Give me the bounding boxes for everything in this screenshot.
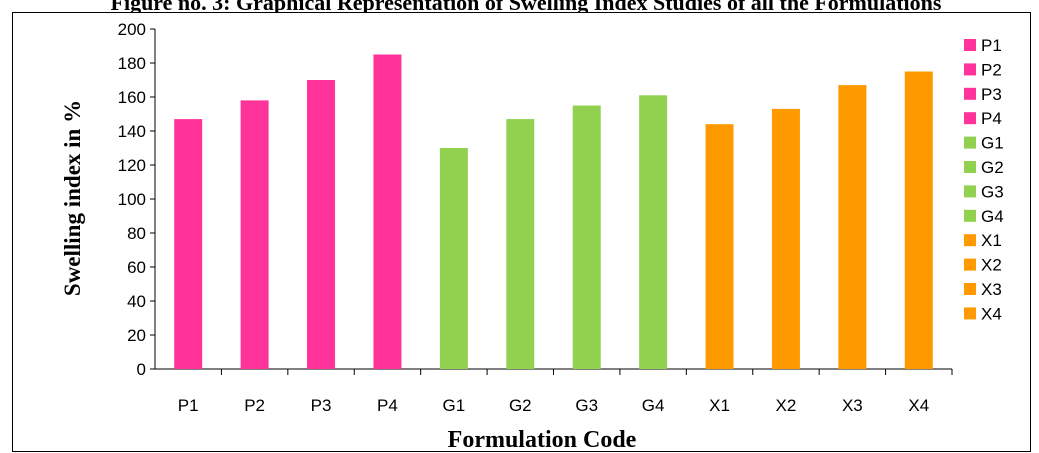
y-tick-label: 20 bbox=[127, 326, 146, 345]
bar-p3 bbox=[307, 80, 336, 369]
legend-swatch bbox=[964, 283, 976, 295]
bar-p4 bbox=[373, 54, 402, 369]
legend-label: X3 bbox=[981, 280, 1002, 299]
x-tick-label: P2 bbox=[244, 396, 265, 415]
legend-swatch bbox=[964, 63, 976, 76]
bar-p2 bbox=[240, 100, 269, 370]
legend-swatch bbox=[964, 112, 976, 125]
bar-p1 bbox=[174, 119, 203, 369]
bar-g1 bbox=[439, 148, 468, 369]
y-tick-label: 140 bbox=[118, 122, 146, 141]
legend-label: P1 bbox=[981, 36, 1002, 55]
figure-caption: Figure no. 3: Graphical Representation o… bbox=[110, 0, 942, 15]
y-tick-label: 120 bbox=[118, 156, 146, 175]
legend-label: P4 bbox=[981, 109, 1002, 128]
x-axis-ticks: P1 P2 P3 P4 G1 G2 G3 G4 X1 X2 X3 X4 bbox=[178, 369, 953, 415]
legend-label: P2 bbox=[981, 60, 1002, 79]
bar-x2 bbox=[771, 108, 800, 370]
y-tick-label: 80 bbox=[127, 224, 146, 243]
y-tick-label: 60 bbox=[127, 258, 146, 277]
y-tick-label: 0 bbox=[137, 360, 146, 379]
bar-g4 bbox=[639, 95, 668, 370]
chart-axes bbox=[154, 29, 952, 370]
legend-label: X4 bbox=[981, 304, 1002, 323]
bars bbox=[174, 54, 933, 370]
y-tick-label: 180 bbox=[118, 54, 146, 73]
legend-swatch bbox=[964, 307, 976, 320]
x-tick-label: P3 bbox=[311, 396, 332, 415]
x-tick-label: G4 bbox=[642, 396, 665, 415]
legend-swatch bbox=[964, 136, 976, 149]
legend-swatch bbox=[964, 234, 976, 247]
legend-label: G2 bbox=[981, 158, 1004, 177]
y-tick-label: 160 bbox=[118, 88, 146, 107]
x-tick-label: X2 bbox=[776, 396, 797, 415]
legend-swatch bbox=[964, 39, 976, 51]
legend-swatch bbox=[964, 87, 976, 100]
legend-swatch bbox=[964, 161, 976, 173]
legend-swatch bbox=[964, 185, 976, 198]
bar-g2 bbox=[506, 119, 535, 369]
bar-x1 bbox=[705, 124, 734, 369]
legend-label: G4 bbox=[981, 207, 1004, 226]
y-tick-label: 40 bbox=[127, 292, 146, 311]
x-tick-label: G1 bbox=[443, 396, 466, 415]
x-tick-label: P1 bbox=[178, 396, 199, 415]
legend-label: P3 bbox=[981, 85, 1002, 104]
y-axis-title: Swelling index in % bbox=[60, 100, 85, 296]
x-axis-title: Formulation Code bbox=[448, 427, 637, 453]
y-tick-label: 200 bbox=[118, 20, 146, 39]
x-tick-label: X3 bbox=[842, 396, 863, 415]
y-axis-ticks: 0 20 40 60 80 100 120 140 160 180 200 bbox=[118, 20, 155, 379]
legend-label: G1 bbox=[981, 134, 1004, 153]
legend-swatch bbox=[964, 209, 976, 222]
y-tick-label: 100 bbox=[118, 190, 146, 209]
bar-x4 bbox=[904, 71, 933, 369]
x-tick-label: X4 bbox=[908, 396, 929, 415]
x-tick-label: G3 bbox=[575, 396, 598, 415]
x-tick-label: X1 bbox=[709, 396, 730, 415]
legend-swatch bbox=[964, 258, 976, 271]
x-tick-label: G2 bbox=[509, 396, 532, 415]
x-tick-label: P4 bbox=[377, 396, 398, 415]
bar-g3 bbox=[572, 105, 601, 369]
legend-label: X1 bbox=[981, 231, 1002, 250]
bar-x3 bbox=[838, 85, 867, 369]
legend-label: X2 bbox=[981, 256, 1002, 275]
legend: P1 P2 P3 P4 G1 G2 G3 G4 X1 X2 X3 X4 bbox=[964, 36, 1004, 323]
legend-label: G3 bbox=[981, 182, 1004, 201]
